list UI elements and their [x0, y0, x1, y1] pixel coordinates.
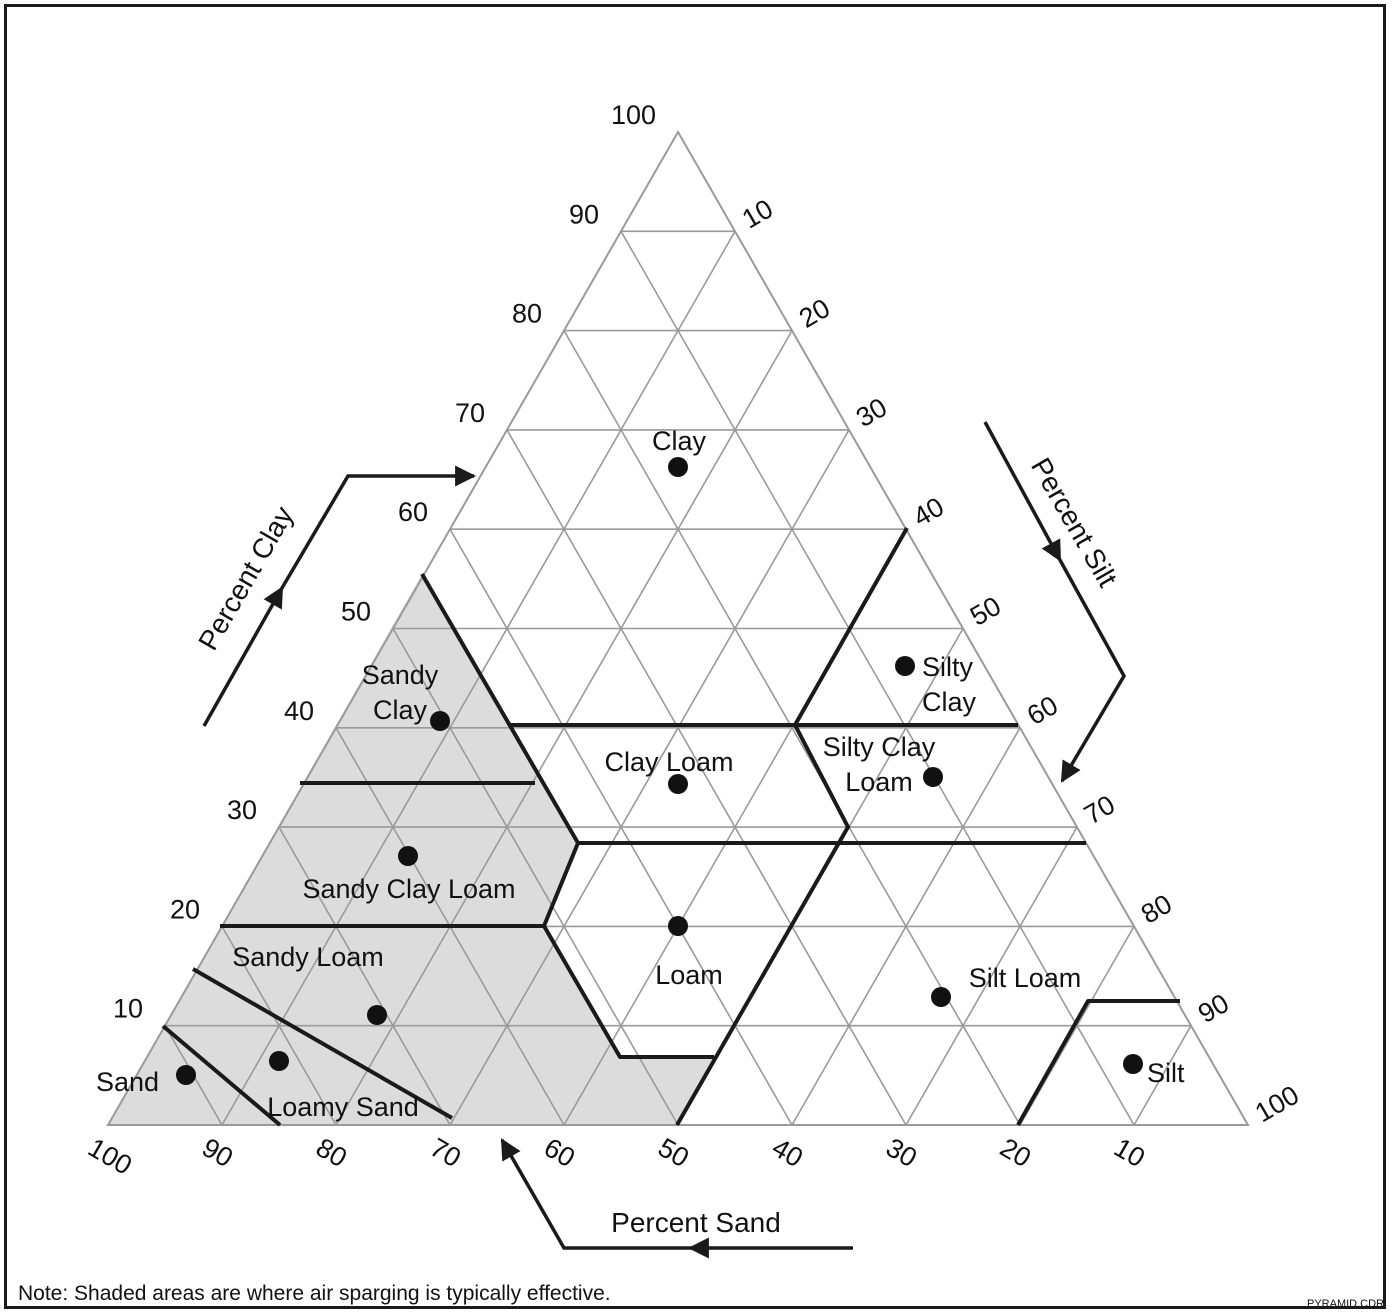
silt-tick-label: 10 [737, 193, 778, 234]
grid-line-silt [221, 230, 736, 1126]
silt-tick-label: 60 [1022, 690, 1063, 731]
sand-tick-labels: 100 90 80 70 60 50 40 30 20 10 [83, 1132, 1150, 1181]
marker-clay-loam [668, 774, 688, 794]
marker-silty-clay [895, 656, 915, 676]
label-sandy-loam: Sandy Loam [232, 942, 384, 972]
marker-loamy-sand [269, 1051, 289, 1071]
boundary-loam-sandy-loam [542, 842, 714, 1059]
label-sandy-clay-1: Sandy [362, 660, 439, 690]
clay-tick-label: 70 [455, 398, 485, 428]
silt-tick-label: 30 [851, 392, 892, 433]
boundary-silt [1016, 999, 1180, 1126]
marker-sand [176, 1065, 196, 1085]
clay-arrow-upper [280, 465, 477, 589]
file-code: PYRAMID.CDR [1306, 1298, 1384, 1310]
boundary-loamy-sand-sand [161, 1024, 282, 1127]
zone-markers [176, 457, 1143, 1085]
sand-tick-label: 40 [767, 1132, 808, 1173]
grid-line-silt [1133, 1025, 1192, 1126]
clay-tick-label: 30 [227, 795, 257, 825]
label-silt-loam: Silt Loam [969, 963, 1082, 993]
label-silty-clay-2: Clay [922, 687, 977, 717]
sand-arrow-left [500, 1138, 690, 1250]
clay-tick-label: 50 [341, 597, 371, 627]
marker-sandy-clay [430, 711, 450, 731]
boundary-clay-silty-clay [675, 527, 909, 1126]
boundary-sandy-loam-loamy-sand [192, 967, 453, 1120]
clay-tick-label: 80 [512, 299, 542, 329]
grid-line-sand [620, 230, 1135, 1126]
grid-line-sand [278, 826, 451, 1126]
triangle-grid [164, 230, 1192, 1126]
clay-axis-title: Percent Clay [192, 501, 299, 655]
sand-tick-label: 100 [83, 1132, 137, 1181]
marker-silt-loam [931, 987, 951, 1007]
silt-tick-label: 70 [1079, 789, 1120, 830]
label-sandy-clay-2: Clay [373, 695, 428, 725]
label-silt: Silt [1147, 1058, 1185, 1088]
sand-tick-label: 70 [425, 1132, 466, 1173]
silt-tick-label: 90 [1193, 988, 1234, 1029]
sand-tick-label: 30 [881, 1132, 922, 1173]
label-silty-clay-loam-1: Silty Clay [823, 732, 936, 762]
silt-arrow-lower [1058, 559, 1127, 783]
sand-tick-label: 50 [653, 1132, 694, 1173]
label-sandy-clay-loam: Sandy Clay Loam [302, 874, 515, 904]
silt-tick-label: 50 [965, 591, 1006, 632]
label-silty-clay-loam-2: Loam [845, 767, 913, 797]
clay-tick-label: 20 [170, 894, 200, 924]
label-loamy-sand: Loamy Sand [267, 1092, 419, 1122]
silt-tick-label: 100 [1250, 1080, 1304, 1129]
clay-tick-label: 60 [398, 497, 428, 527]
texture-boundaries [161, 527, 1180, 1127]
zone-labels: Clay Sandy Clay Silty Clay Clay Loam Sil… [96, 426, 1185, 1122]
label-silty-clay-1: Silty [922, 652, 974, 682]
grid-line-sand [506, 429, 907, 1126]
marker-clay [668, 457, 688, 477]
marker-sandy-clay-loam [398, 846, 418, 866]
label-clay-loam: Clay Loam [604, 747, 733, 777]
silt-tick-label: 20 [794, 293, 835, 334]
clay-tick-labels: 10 20 30 40 50 60 70 80 90 100 [113, 100, 656, 1024]
label-sand: Sand [96, 1067, 159, 1097]
sand-tick-label: 90 [197, 1132, 238, 1173]
footnote: Note: Shaded areas are where air spargin… [18, 1282, 611, 1305]
marker-silty-clay-loam [923, 767, 943, 787]
axis-arrows [202, 421, 1127, 1259]
marker-sandy-loam [367, 1005, 387, 1025]
sand-tick-label: 80 [311, 1132, 352, 1173]
clay-tick-label: 90 [569, 199, 599, 229]
sand-tick-label: 20 [995, 1132, 1036, 1173]
label-loam: Loam [655, 960, 723, 990]
clay-tick-label: 40 [284, 696, 314, 726]
label-clay: Clay [652, 426, 707, 456]
sand-axis-title: Percent Sand [611, 1207, 781, 1238]
grid-line-silt [905, 826, 1078, 1126]
clay-tick-label: 100 [611, 100, 656, 130]
clay-tick-label: 10 [113, 994, 143, 1024]
marker-loam [668, 916, 688, 936]
grid-line-silt [449, 429, 850, 1126]
sand-tick-label: 10 [1109, 1132, 1150, 1173]
silt-tick-label: 80 [1136, 889, 1177, 930]
clay-arrow-lower [202, 586, 284, 727]
silt-tick-label: 40 [908, 491, 949, 532]
silt-arrow-upper [983, 421, 1062, 562]
sand-tick-label: 60 [539, 1132, 580, 1173]
boundary-sandy-clay [420, 572, 580, 845]
marker-silt [1123, 1054, 1143, 1074]
grid-line-silt [335, 330, 793, 1126]
